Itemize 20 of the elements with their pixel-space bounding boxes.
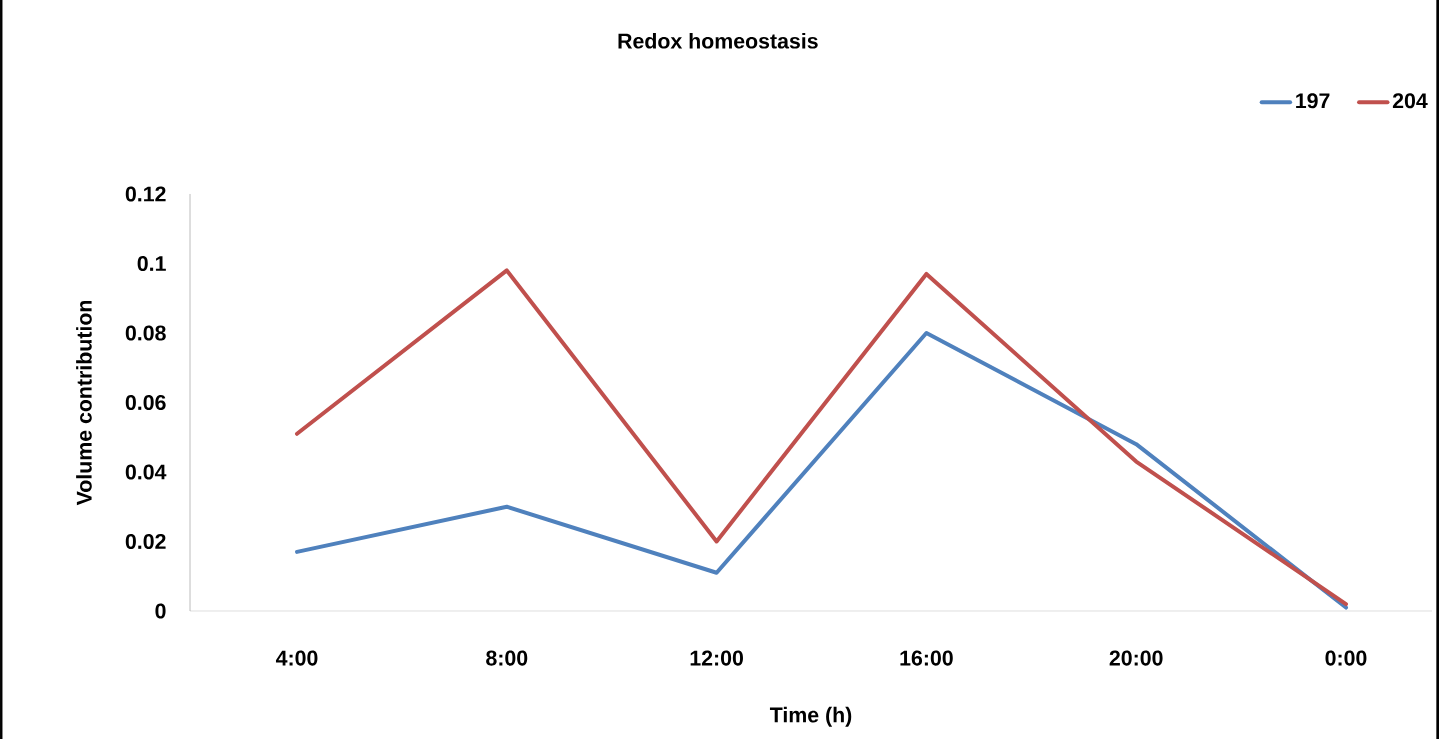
y-tick-label: 0 [155,603,166,619]
x-tick-label: 12:00 [690,650,743,666]
y-tick-label: 0.08 [125,325,166,341]
y-axis-title: Volume contribution [76,300,92,506]
x-tick-label: 16:00 [900,650,953,666]
x-tick-label: 4:00 [275,650,318,666]
y-tick-label: 0.06 [125,394,166,411]
x-tick-label: 8:00 [486,650,528,666]
y-tick-label: 0.12 [125,186,166,202]
chart-title: Redox homeostasis [618,32,818,49]
x-axis-title: Time (h) [769,706,852,727]
legend-label: 197 [1296,93,1330,109]
y-tick-label: 0.04 [125,464,167,480]
legend-label: 204 [1392,93,1428,109]
y-tick-label: 0.1 [137,255,166,272]
x-tick-label: 20:00 [1109,650,1163,666]
x-tick-label: 0:00 [1325,650,1367,666]
line-series [295,268,1348,607]
line-series [295,330,1348,610]
y-tick-label: 0.02 [125,533,166,550]
